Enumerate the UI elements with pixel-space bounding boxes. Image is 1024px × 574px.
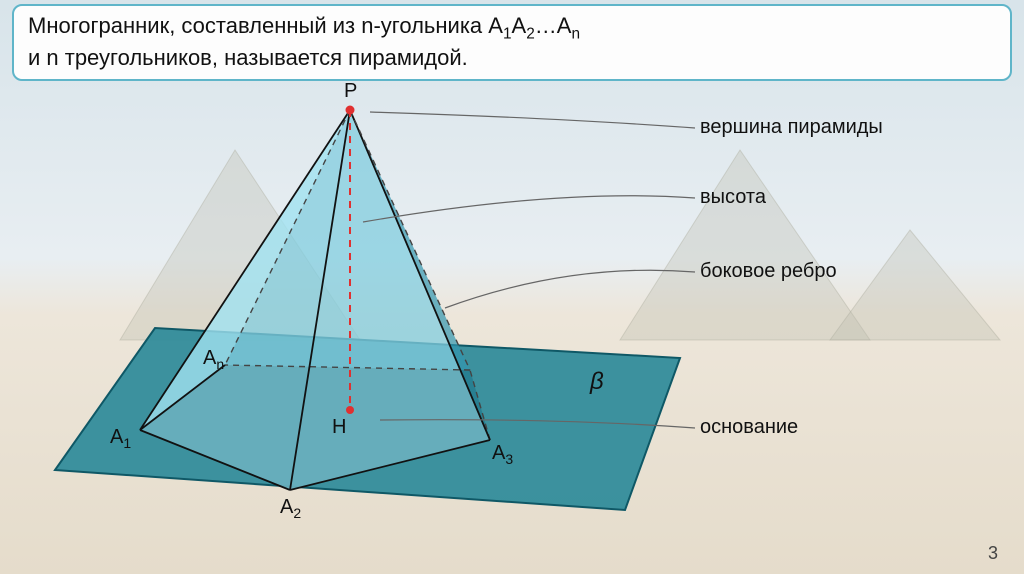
label-A2: A2 [280, 496, 301, 521]
slide-number: 3 [988, 543, 998, 564]
label-A1: A1 [110, 426, 131, 451]
label-An: An [203, 347, 224, 372]
pyramid-diagram [0, 0, 1024, 574]
annotation-base: основание [700, 416, 798, 439]
annotation-edge: боковое ребро [700, 260, 837, 283]
annotation-apex: вершина пирамиды [700, 116, 883, 139]
label-H: Н [332, 416, 346, 439]
label-P: P [344, 80, 357, 103]
label-A3: A3 [492, 442, 513, 467]
annotation-height: высота [700, 186, 766, 209]
label-beta: β [590, 368, 604, 396]
